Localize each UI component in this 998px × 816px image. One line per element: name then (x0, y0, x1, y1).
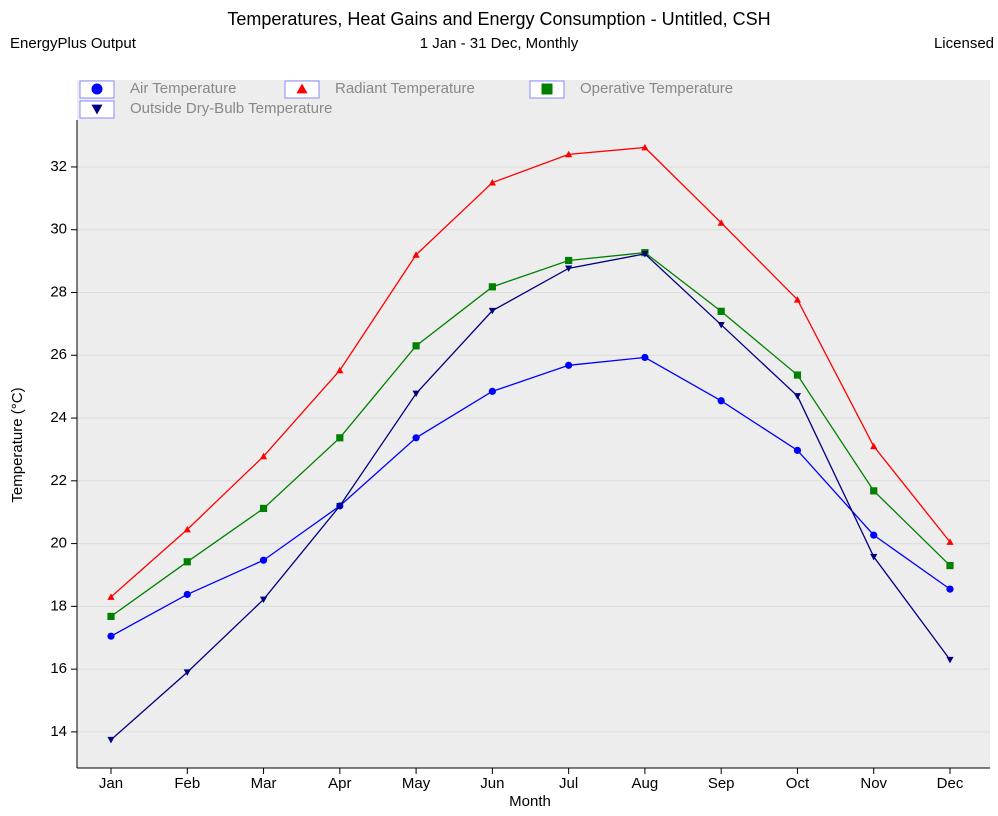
x-tick-label: Sep (708, 775, 735, 792)
legend-label: Radiant Temperature (335, 80, 475, 97)
marker (870, 442, 878, 450)
marker (488, 307, 496, 315)
marker (793, 296, 802, 303)
marker (565, 361, 573, 369)
x-tick-label: Nov (860, 775, 887, 792)
marker (296, 83, 308, 94)
y-tick-label: 22 (50, 472, 67, 489)
x-tick-label: Oct (786, 775, 810, 792)
series-line (110, 356, 951, 637)
marker (541, 83, 553, 95)
marker (641, 251, 649, 258)
y-tick-label: 20 (50, 535, 67, 552)
chart-title: Temperatures, Heat Gains and Energy Cons… (227, 9, 770, 29)
marker (412, 434, 420, 442)
marker (107, 632, 115, 640)
marker (412, 390, 420, 398)
legend-label: Outside Dry-Bulb Temperature (130, 100, 332, 117)
marker (488, 179, 496, 186)
marker (641, 353, 649, 362)
y-tick-label: 14 (50, 723, 67, 740)
marker (259, 452, 268, 460)
y-tick-label: 26 (50, 346, 67, 363)
marker (336, 366, 344, 374)
marker (793, 446, 802, 454)
marker (946, 561, 954, 570)
marker (870, 531, 878, 539)
marker (946, 538, 954, 545)
marker (107, 593, 115, 600)
license-label: Licensed (934, 35, 994, 52)
marker (717, 219, 725, 226)
x-tick-label: Jul (559, 775, 578, 792)
marker (488, 283, 496, 291)
series-line (110, 146, 951, 598)
x-tick-label: May (402, 775, 431, 792)
marker (565, 265, 573, 272)
marker (870, 487, 878, 495)
y-tick-label: 18 (50, 597, 67, 614)
series-line (110, 251, 951, 617)
marker (183, 669, 191, 676)
marker (946, 656, 954, 664)
series-line (110, 253, 951, 741)
legend-label: Operative Temperature (580, 80, 733, 97)
x-tick-label: Jan (99, 775, 123, 792)
marker (412, 251, 420, 258)
x-tick-label: Dec (937, 775, 964, 792)
x-tick-label: Feb (174, 775, 200, 792)
legend-label: Air Temperature (130, 80, 236, 97)
marker (259, 596, 268, 604)
y-tick-label: 28 (50, 283, 67, 300)
marker (793, 371, 802, 379)
marker (183, 525, 191, 533)
marker (565, 150, 573, 158)
legend (77, 80, 777, 120)
marker (91, 104, 103, 115)
source-label: EnergyPlus Output (10, 35, 137, 52)
x-tick-label: Mar (251, 775, 277, 792)
marker (107, 736, 115, 744)
marker (259, 556, 268, 564)
x-tick-label: Apr (328, 775, 351, 792)
marker (946, 585, 954, 593)
marker (717, 321, 725, 329)
marker (412, 342, 420, 350)
marker (183, 558, 191, 566)
marker (870, 553, 878, 561)
x-axis-label: Month (509, 793, 551, 810)
y-tick-label: 32 (50, 158, 67, 175)
y-tick-label: 30 (50, 221, 67, 238)
x-tick-label: Jun (480, 775, 504, 792)
marker (91, 83, 103, 95)
marker (717, 397, 725, 405)
y-tick-label: 16 (50, 660, 67, 677)
marker (488, 387, 496, 395)
chart-subtitle: 1 Jan - 31 Dec, Monthly (420, 35, 579, 52)
y-tick-label: 24 (50, 409, 67, 426)
marker (259, 504, 268, 513)
marker (717, 307, 725, 315)
marker (793, 393, 802, 400)
marker (183, 590, 191, 599)
plot-area (77, 80, 990, 768)
y-axis-label: Temperature (°C) (9, 387, 26, 502)
marker (565, 256, 573, 265)
marker (641, 143, 649, 151)
marker (336, 434, 344, 442)
marker (336, 503, 344, 510)
marker (107, 612, 115, 621)
x-tick-label: Aug (632, 775, 659, 792)
